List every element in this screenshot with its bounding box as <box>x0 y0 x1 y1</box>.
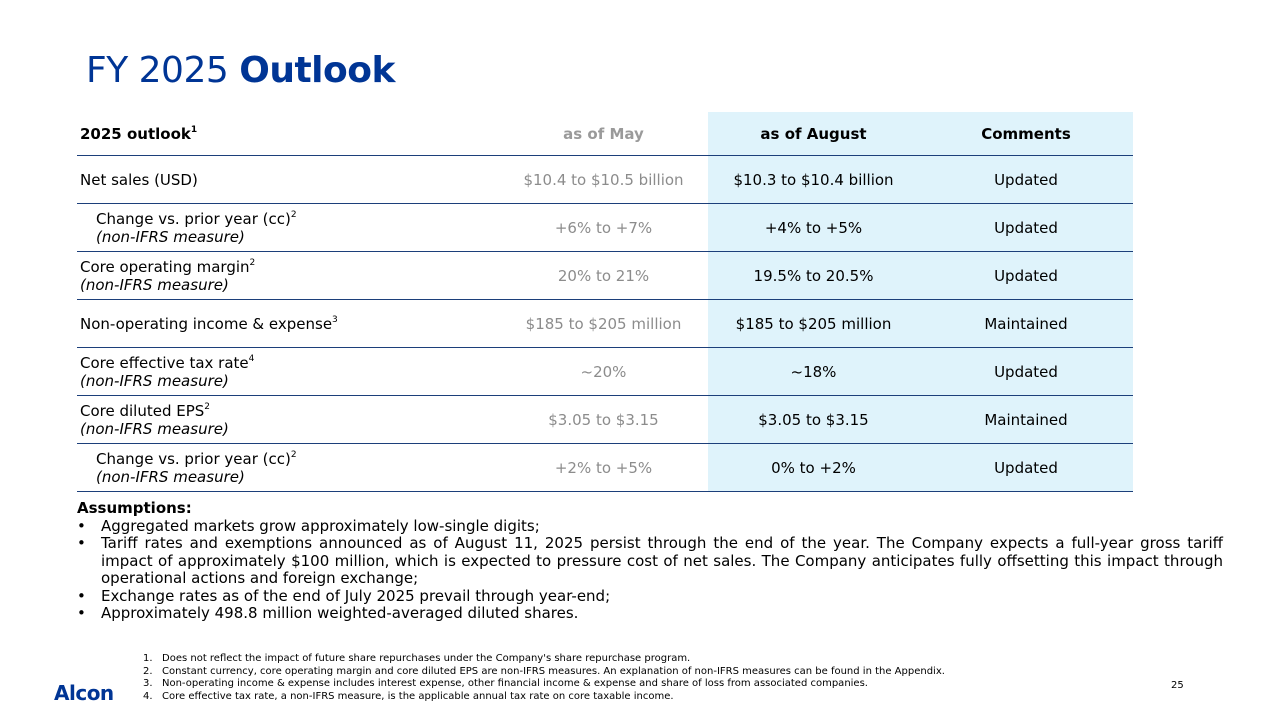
outlook-table: 2025 outlook1 as of May as of August Com… <box>77 112 1133 492</box>
row-sublabel: (non-IFRS measure) <box>80 275 229 294</box>
row-label: Non-operating income & expense3 <box>77 299 499 348</box>
cell-comment: Maintained <box>919 299 1133 348</box>
table-row: Core effective tax rate4 (non-IFRS measur… <box>77 347 1133 396</box>
header-comments: Comments <box>919 112 1133 156</box>
row-sublabel: (non-IFRS measure) <box>96 467 245 486</box>
header-footnote-ref: 1 <box>190 124 198 135</box>
footnote: 1. Does not reflect the impact of future … <box>143 653 691 664</box>
cell-may: ~20% <box>499 347 708 396</box>
cell-comment: Updated <box>919 203 1133 252</box>
cell-august: ~18% <box>708 347 919 396</box>
bullet-icon: • <box>77 604 86 622</box>
row-label: Net sales (USD) <box>77 155 499 204</box>
cell-august: +4% to +5% <box>708 203 919 252</box>
list-item: • Aggregated markets grow approximately l… <box>77 516 540 535</box>
cell-may: 20% to 21% <box>499 251 708 300</box>
table-row: Core operating margin2 (non-IFRS measure)… <box>77 251 1133 300</box>
list-item: • Approximately 498.8 million weighted-av… <box>77 604 579 622</box>
row-sublabel: (non-IFRS measure) <box>80 419 229 438</box>
row-label: Core operating margin2 (non-IFRS measure) <box>77 251 499 300</box>
cell-august: 0% to +2% <box>708 443 919 492</box>
header-outlook: 2025 outlook1 <box>77 112 499 156</box>
table-row: Core diluted EPS2 (non-IFRS measure) $3.0… <box>77 395 1133 444</box>
bullet-icon: • <box>77 586 86 605</box>
bullet-icon: • <box>77 516 86 535</box>
list-item: • Tariff rates and exemptions announced a… <box>77 534 1223 587</box>
title-prefix: FY 2025 <box>86 50 229 91</box>
footnotes: 1. Does not reflect the impact of future … <box>143 653 1143 703</box>
cell-may: $3.05 to $3.15 <box>499 395 708 444</box>
row-label: Core diluted EPS2 (non-IFRS measure) <box>77 395 499 444</box>
list-item: • Exchange rates as of the end of July 20… <box>77 586 611 605</box>
footnote: 4. Core effective tax rate, a non-IFRS me… <box>143 690 674 702</box>
cell-august: $185 to $205 million <box>708 299 919 348</box>
cell-comment: Maintained <box>919 395 1133 444</box>
table-header-row: 2025 outlook1 as of May as of August Com… <box>77 112 1133 156</box>
alcon-logo: Alcon <box>54 681 114 705</box>
cell-august: $3.05 to $3.15 <box>708 395 919 444</box>
cell-comment: Updated <box>919 443 1133 492</box>
table-row: Net sales (USD) $10.4 to $10.5 billion $… <box>77 155 1133 204</box>
footnote: 3. Non-operating income & expense include… <box>143 678 868 690</box>
row-label: Core effective tax rate4 (non-IFRS measur… <box>77 347 499 396</box>
cell-comment: Updated <box>919 251 1133 300</box>
cell-may: $10.4 to $10.5 billion <box>499 155 708 204</box>
cell-may: $185 to $205 million <box>499 299 708 348</box>
row-label: Change vs. prior year (cc)2 (non-IFRS mea… <box>77 443 499 492</box>
assumptions-list: • Aggregated markets grow approximately l… <box>77 516 1223 623</box>
title-bold: Outlook <box>239 50 395 91</box>
cell-comment: Updated <box>919 155 1133 204</box>
table-row: Non-operating income & expense3 $185 to … <box>77 299 1133 348</box>
bullet-icon: • <box>77 534 86 552</box>
page-number: 25 <box>1171 680 1184 691</box>
row-sublabel: (non-IFRS measure) <box>96 227 245 246</box>
cell-comment: Updated <box>919 347 1133 396</box>
assumptions-heading: Assumptions: <box>77 499 192 517</box>
cell-may: +6% to +7% <box>499 203 708 252</box>
cell-august: 19.5% to 20.5% <box>708 251 919 300</box>
table-row: Change vs. prior year (cc)2 (non-IFRS mea… <box>77 203 1133 252</box>
row-label: Change vs. prior year (cc)2 (non-IFRS mea… <box>77 203 499 252</box>
table-row: Change vs. prior year (cc)2 (non-IFRS mea… <box>77 443 1133 492</box>
assumptions-section: Assumptions: • Aggregated markets grow ap… <box>77 499 1223 623</box>
row-sublabel: (non-IFRS measure) <box>80 371 229 390</box>
footnote: 2. Constant currency, core operating marg… <box>143 665 945 677</box>
header-as-of-may: as of May <box>499 112 708 156</box>
cell-august: $10.3 to $10.4 billion <box>708 155 919 204</box>
cell-may: +2% to +5% <box>499 443 708 492</box>
header-as-of-august: as of August <box>708 112 919 156</box>
page-title: FY 2025 Outlook <box>86 50 395 91</box>
